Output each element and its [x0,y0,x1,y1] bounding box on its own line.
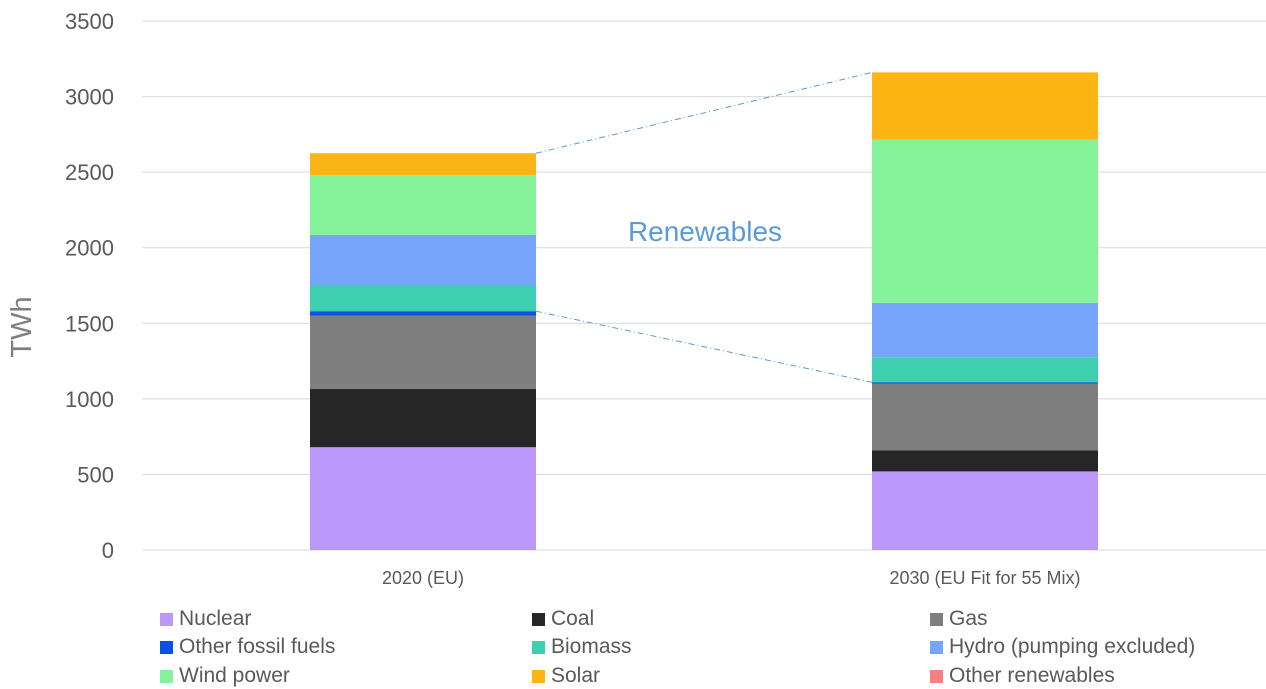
bar-segment [872,471,1098,550]
legend-swatch [930,612,943,626]
bar-segment [310,285,536,312]
legend-label: Other fossil fuels [179,635,336,658]
renewables-annotation: Renewables [628,216,782,247]
bar-segment [872,357,1098,383]
legend-label: Nuclear [179,607,252,630]
x-tick-label: 2030 (EU Fit for 55 Mix) [889,568,1080,588]
legend-swatch [532,669,545,683]
y-axis-label: TWh [6,296,38,357]
bar-segment [310,234,536,286]
legend-swatch [532,640,545,654]
y-tick-label: 1000 [65,387,114,412]
legend-label: Solar [551,664,601,687]
legend-item: Coal [532,607,594,631]
bar-segment [310,315,536,390]
legend-swatch [160,640,173,654]
legend-label: Gas [949,607,988,630]
legend-item: Solar [532,664,600,688]
y-tick-label: 0 [102,538,114,563]
stacked-bar-chart: 0 500 1000 1500 2000 2500 3000 3500 TWh Renewab… [6,9,1266,588]
bar-segment [872,302,1098,358]
x-axis-category-labels: 2020 (EU) 2030 (EU Fit for 55 Mix) [382,568,1081,588]
y-tick-label: 500 [77,462,114,487]
y-axis-tick-labels: 0 500 1000 1500 2000 2500 3000 3500 [65,9,114,563]
legend-item: Biomass [532,635,632,659]
bar-segment [310,175,536,235]
legend-swatch [930,669,943,683]
x-tick-label: 2020 (EU) [382,568,464,588]
y-tick-label: 1500 [65,311,114,336]
y-tick-label: 2500 [65,160,114,185]
y-tick-label: 2000 [65,236,114,261]
bar-segment [310,389,536,448]
bar-segment [310,311,536,316]
legend-label: Other renewables [949,664,1115,687]
legend-swatch [160,669,173,683]
legend-item: Other fossil fuels [160,635,335,659]
connector-line [535,71,873,154]
bar-segment [310,447,536,550]
legend-swatch [930,640,943,654]
bar-segment [872,139,1098,303]
legend-label: Biomass [551,635,632,658]
bar-segment [872,72,1098,140]
legend-item: Gas [930,607,988,631]
legend-item: Nuclear [160,607,251,631]
legend-label: Hydro (pumping excluded) [949,635,1196,658]
legend-item: Other renewables [930,664,1115,688]
bar-stacks [310,72,1098,550]
bar-segment [872,450,1098,472]
legend-label: Wind power [179,664,290,687]
renewables-connector-lines [535,71,873,383]
legend-swatch [160,612,173,626]
bar-segment [310,153,536,176]
y-tick-label: 3500 [65,9,114,34]
legend-item: Hydro (pumping excluded) [930,635,1195,659]
y-tick-label: 3000 [65,85,114,110]
connector-line [535,310,873,383]
legend-label: Coal [551,607,595,630]
bar-segment [872,383,1098,451]
legend-item: Wind power [160,664,290,688]
bar-segment [872,382,1098,384]
legend-swatch [532,612,545,626]
